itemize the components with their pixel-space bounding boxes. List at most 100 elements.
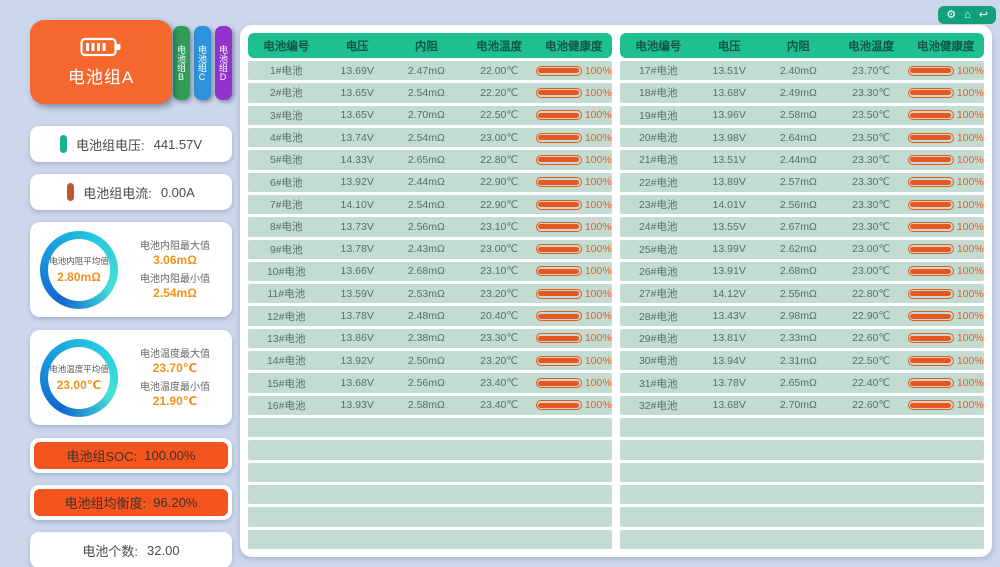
pack-voltage-value: 441.57V bbox=[153, 136, 203, 152]
health-bar bbox=[907, 355, 954, 366]
temperature-minmax: 电池温度最大值 23.70℃ 电池温度最小值 21.90℃ bbox=[124, 345, 226, 411]
tab-battery-group-c[interactable]: 电池组C bbox=[194, 26, 211, 100]
battery-table-left: 电池编号 电压 内阻 电池温度 电池健康度 1#电池 13.69V 2.47mΩ 22.00℃ 1… bbox=[248, 33, 612, 549]
temperature-cell: 23.20℃ bbox=[480, 354, 519, 367]
health-cell: 100% bbox=[535, 221, 612, 233]
temperature-cell: 23.50℃ bbox=[852, 131, 891, 144]
health-value: 100% bbox=[956, 86, 984, 99]
health-value: 100% bbox=[584, 332, 612, 345]
health-value: 100% bbox=[956, 109, 984, 122]
health-bar bbox=[907, 65, 954, 76]
voltage-cell: 13.51V bbox=[712, 153, 746, 166]
corner-toolbar: ⚙ ⌂ ↩ bbox=[938, 6, 996, 24]
health-cell: 100% bbox=[535, 399, 612, 412]
column-header: 电池编号 bbox=[263, 40, 310, 53]
temperature-cell: 20.40℃ bbox=[480, 310, 519, 323]
battery-id-cell: 29#电池 bbox=[638, 332, 678, 345]
health-value: 100% bbox=[956, 243, 984, 256]
resistance-cell: 2.54mΩ bbox=[407, 86, 445, 99]
empty-row bbox=[248, 418, 612, 438]
soc-button[interactable]: 电池组SOC: 100.00% bbox=[30, 438, 232, 473]
health-cell: 100% bbox=[535, 377, 612, 389]
resistance-avg-value: 2.80mΩ bbox=[57, 270, 101, 284]
battery-id-cell: 26#电池 bbox=[638, 265, 678, 278]
health-cell: 100% bbox=[907, 132, 984, 144]
health-bar bbox=[535, 177, 582, 188]
pack-voltage-label: 电池组电压: bbox=[75, 137, 145, 153]
resistance-min-label: 电池内阻最小值 bbox=[140, 273, 210, 285]
health-bar bbox=[535, 333, 582, 344]
battery-id-cell: 19#电池 bbox=[638, 109, 678, 122]
table-header-row: 电池编号 电压 内阻 电池温度 电池健康度 bbox=[620, 33, 984, 58]
tab-battery-group-b[interactable]: 电池组B bbox=[173, 26, 190, 100]
health-bar bbox=[535, 221, 582, 232]
temperature-min-value: 21.90℃ bbox=[152, 393, 198, 408]
table-row: 7#电池 14.10V 2.54mΩ 22.90℃ 100% bbox=[248, 194, 612, 215]
resistance-gauge-card: 电池内阻平均值 2.80mΩ 电池内阻最大值 3.06mΩ 电池内阻最小值 2.… bbox=[30, 222, 232, 317]
table-row: 22#电池 13.89V 2.57mΩ 23.30℃ 100% bbox=[620, 172, 984, 192]
resistance-minmax: 电池内阻最大值 3.06mΩ 电池内阻最小值 2.54mΩ bbox=[124, 237, 226, 303]
battery-id-cell: 17#电池 bbox=[638, 65, 678, 78]
health-bar bbox=[907, 177, 954, 188]
temperature-cell: 22.60℃ bbox=[852, 399, 891, 412]
health-value: 100% bbox=[584, 310, 612, 323]
battery-id-cell: 28#电池 bbox=[638, 310, 678, 323]
temperature-cell: 23.20℃ bbox=[480, 287, 519, 300]
health-cell: 100% bbox=[535, 199, 612, 211]
gear-icon[interactable]: ⚙ bbox=[946, 9, 957, 21]
resistance-cell: 2.33mΩ bbox=[779, 332, 817, 345]
temperature-cell: 23.30℃ bbox=[852, 86, 891, 99]
table-row: 27#电池 14.12V 2.55mΩ 22.80℃ 100% bbox=[620, 284, 984, 304]
temperature-max-value: 23.70℃ bbox=[152, 360, 198, 375]
voltage-cell: 13.59V bbox=[340, 287, 374, 300]
battery-id-cell: 2#电池 bbox=[269, 87, 303, 100]
home-icon[interactable]: ⌂ bbox=[964, 9, 971, 21]
health-bar bbox=[535, 154, 582, 165]
voltage-cell: 13.78V bbox=[340, 243, 374, 256]
voltage-cell: 13.86V bbox=[340, 332, 374, 345]
health-bar bbox=[535, 400, 582, 411]
resistance-cell: 2.47mΩ bbox=[407, 64, 445, 77]
health-cell: 100% bbox=[907, 332, 984, 344]
soc-label: 电池组SOC: bbox=[66, 449, 138, 464]
table-row: 1#电池 13.69V 2.47mΩ 22.00℃ 100% bbox=[248, 61, 612, 81]
health-bar bbox=[907, 110, 954, 121]
column-header: 电池编号 bbox=[635, 40, 682, 53]
health-cell: 100% bbox=[907, 288, 984, 300]
resistance-cell: 2.58mΩ bbox=[407, 399, 445, 412]
health-cell: 100% bbox=[907, 354, 984, 367]
battery-id-cell: 9#电池 bbox=[269, 243, 303, 256]
resistance-ring-gauge: 电池内阻平均值 2.80mΩ bbox=[40, 230, 118, 309]
resistance-cell: 2.57mΩ bbox=[779, 176, 817, 189]
table-row: 6#电池 13.92V 2.44mΩ 22.90℃ 100% bbox=[248, 172, 612, 192]
health-value: 100% bbox=[956, 354, 984, 367]
table-row: 13#电池 13.86V 2.38mΩ 23.30℃ 100% bbox=[248, 328, 612, 349]
resistance-cell: 2.56mΩ bbox=[779, 198, 817, 211]
balance-label: 电池组均衡度: bbox=[64, 496, 147, 511]
resistance-cell: 2.62mΩ bbox=[779, 243, 817, 256]
resistance-cell: 2.43mΩ bbox=[407, 243, 445, 256]
voltage-cell: 14.10V bbox=[340, 198, 374, 211]
voltage-cell: 13.51V bbox=[712, 64, 746, 77]
health-value: 100% bbox=[956, 198, 984, 211]
resistance-cell: 2.53mΩ bbox=[407, 287, 445, 300]
tab-battery-group-a-active[interactable]: 电池组A bbox=[30, 20, 172, 104]
table-row: 19#电池 13.96V 2.58mΩ 23.50℃ 100% bbox=[620, 105, 984, 125]
balance-button[interactable]: 电池组均衡度: 96.20% bbox=[30, 485, 232, 520]
resistance-cell: 2.65mΩ bbox=[407, 153, 445, 166]
temperature-cell: 23.30℃ bbox=[852, 198, 891, 211]
resistance-cell: 2.56mΩ bbox=[407, 220, 445, 233]
table-row: 17#电池 13.51V 2.40mΩ 23.70℃ 100% bbox=[620, 61, 984, 81]
health-cell: 100% bbox=[907, 310, 984, 322]
undo-icon[interactable]: ↩ bbox=[978, 9, 988, 21]
temperature-cell: 22.20℃ bbox=[480, 86, 519, 99]
empty-row bbox=[248, 440, 612, 460]
voltage-cell: 13.81V bbox=[712, 332, 746, 345]
temperature-cell: 22.60℃ bbox=[852, 332, 891, 345]
health-value: 100% bbox=[584, 399, 612, 412]
health-cell: 100% bbox=[535, 176, 612, 188]
tab-battery-group-d[interactable]: 电池组D bbox=[215, 26, 232, 100]
empty-row bbox=[620, 507, 984, 527]
health-bar bbox=[907, 311, 954, 322]
